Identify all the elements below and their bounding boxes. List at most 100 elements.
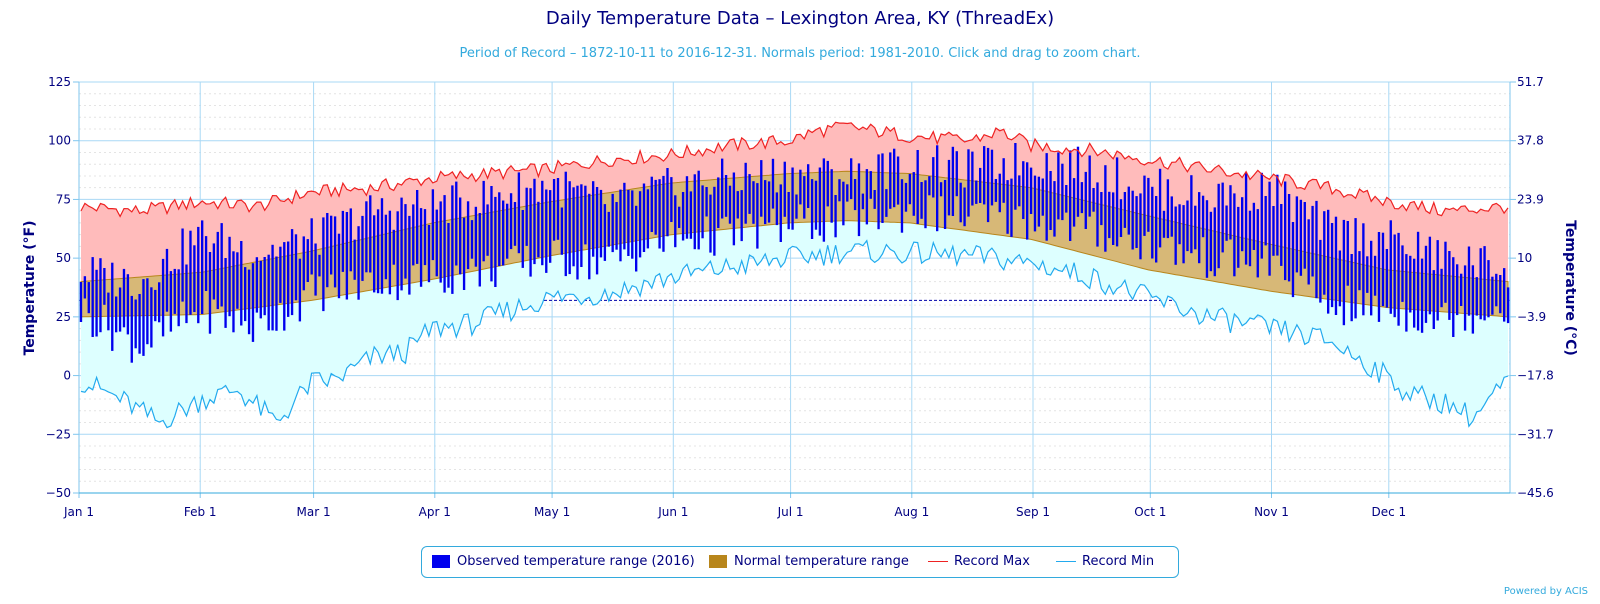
- x-tick-label: Jun 1: [657, 505, 688, 519]
- observed-bar: [1276, 174, 1279, 256]
- observed-bar: [169, 271, 173, 332]
- observed-bar: [1084, 171, 1087, 229]
- observed-bar: [1115, 157, 1119, 247]
- observed-bar: [373, 215, 376, 293]
- observed-bar: [357, 226, 360, 300]
- observed-bar: [400, 197, 403, 291]
- observed-bar: [764, 180, 767, 225]
- axes: 125 51.7 100 37.8 75 23.9 50 10 25 −3.9 0 −17.8 −25 −…: [46, 75, 1554, 519]
- observed-bar: [1178, 204, 1181, 245]
- observed-bar: [654, 179, 657, 235]
- observed-bar: [1503, 268, 1506, 322]
- observed-bar: [259, 260, 262, 319]
- observed-bar: [1213, 207, 1216, 277]
- observed-bar: [1432, 270, 1435, 329]
- observed-bar: [869, 171, 872, 199]
- observed-bar: [271, 244, 274, 331]
- observed-bar: [607, 211, 610, 247]
- observed-bar: [138, 294, 141, 354]
- observed-bar: [748, 174, 751, 214]
- observed-bar: [1444, 241, 1447, 303]
- observed-bar: [1424, 245, 1428, 323]
- observed-bar: [924, 180, 927, 229]
- observed-bar: [322, 217, 325, 312]
- observed-bar: [732, 172, 736, 246]
- observed-bar: [1467, 246, 1471, 316]
- observed-bar: [541, 180, 544, 266]
- observed-bar: [1428, 236, 1432, 315]
- observed-bar: [592, 181, 595, 257]
- x-tick-label: Oct 1: [1134, 505, 1166, 519]
- observed-bar: [697, 170, 700, 250]
- observed-bar: [1112, 192, 1115, 245]
- y-tick-label-right: −3.9: [1517, 310, 1546, 324]
- observed-bar: [1495, 273, 1498, 307]
- observed-bar: [939, 182, 943, 197]
- observed-bar: [627, 189, 630, 256]
- observed-bar: [1416, 231, 1420, 331]
- observed-bar: [717, 177, 720, 228]
- observed-bar: [767, 181, 771, 223]
- observed-bar: [1330, 223, 1334, 308]
- observed-bar: [1244, 172, 1248, 265]
- observed-bar: [330, 215, 333, 275]
- y-tick-label-right: −31.7: [1517, 427, 1554, 441]
- observed-bar: [552, 179, 556, 241]
- y-tick-label-right: −45.6: [1517, 486, 1554, 500]
- observed-bar: [1397, 232, 1400, 326]
- observed-bar: [482, 180, 485, 262]
- observed-bar: [1280, 204, 1283, 266]
- observed-bar: [1170, 196, 1173, 237]
- observed-bar: [423, 209, 427, 266]
- observed-bar: [1487, 260, 1490, 318]
- observed-bar: [818, 167, 822, 236]
- chart-subtitle: Period of Record – 1872-10-11 to 2016-12…: [459, 46, 1141, 61]
- observed-bar: [1194, 205, 1197, 250]
- observed-bar: [1284, 181, 1287, 281]
- observed-bar: [251, 263, 255, 342]
- observed-bar: [1252, 202, 1256, 250]
- observed-bar: [1287, 194, 1291, 282]
- observed-bar: [928, 176, 931, 196]
- observed-bar: [803, 176, 806, 219]
- observed-bars: [79, 143, 1510, 363]
- observed-bar: [1248, 210, 1252, 267]
- observed-bar: [635, 205, 638, 272]
- observed-bar: [161, 258, 165, 337]
- observed-bar: [224, 258, 227, 328]
- observed-bar: [474, 206, 478, 267]
- observed-bar: [838, 179, 841, 202]
- observed-bar: [1108, 191, 1111, 239]
- observed-bar: [392, 229, 395, 265]
- x-tick-label: May 1: [534, 505, 570, 519]
- observed-bar: [443, 195, 446, 293]
- observed-bar: [1104, 165, 1107, 252]
- observed-bar: [146, 278, 149, 345]
- observed-bar: [232, 251, 235, 333]
- observed-bar: [384, 214, 388, 280]
- powered-by-link[interactable]: Powered by ACIS: [1503, 586, 1588, 597]
- observed-bar: [1299, 199, 1303, 276]
- observed-bar: [556, 178, 560, 240]
- observed-bar: [1022, 161, 1025, 219]
- observed-bar: [549, 190, 552, 263]
- observed-bar: [419, 208, 423, 287]
- y-tick-label-left: 125: [48, 75, 71, 89]
- legend-label-record-min: Record Min: [1082, 554, 1155, 569]
- observed-bar: [877, 154, 880, 230]
- observed-bar: [826, 160, 829, 207]
- observed-bar: [1225, 205, 1228, 241]
- observed-bar: [893, 148, 896, 208]
- observed-bar: [1237, 206, 1240, 268]
- observed-bar: [431, 189, 435, 261]
- observed-bar: [99, 258, 102, 333]
- observed-bar: [623, 182, 626, 250]
- observed-bar: [853, 179, 857, 211]
- observed-bar: [283, 242, 286, 331]
- observed-bar: [177, 269, 180, 327]
- observed-bar: [681, 192, 685, 241]
- observed-bar: [165, 248, 169, 312]
- observed-bar: [775, 192, 779, 226]
- plot-area[interactable]: 125 51.7 100 37.8 75 23.9 50 10 25 −3.9 0 −17.8 −25 −…: [0, 0, 1600, 540]
